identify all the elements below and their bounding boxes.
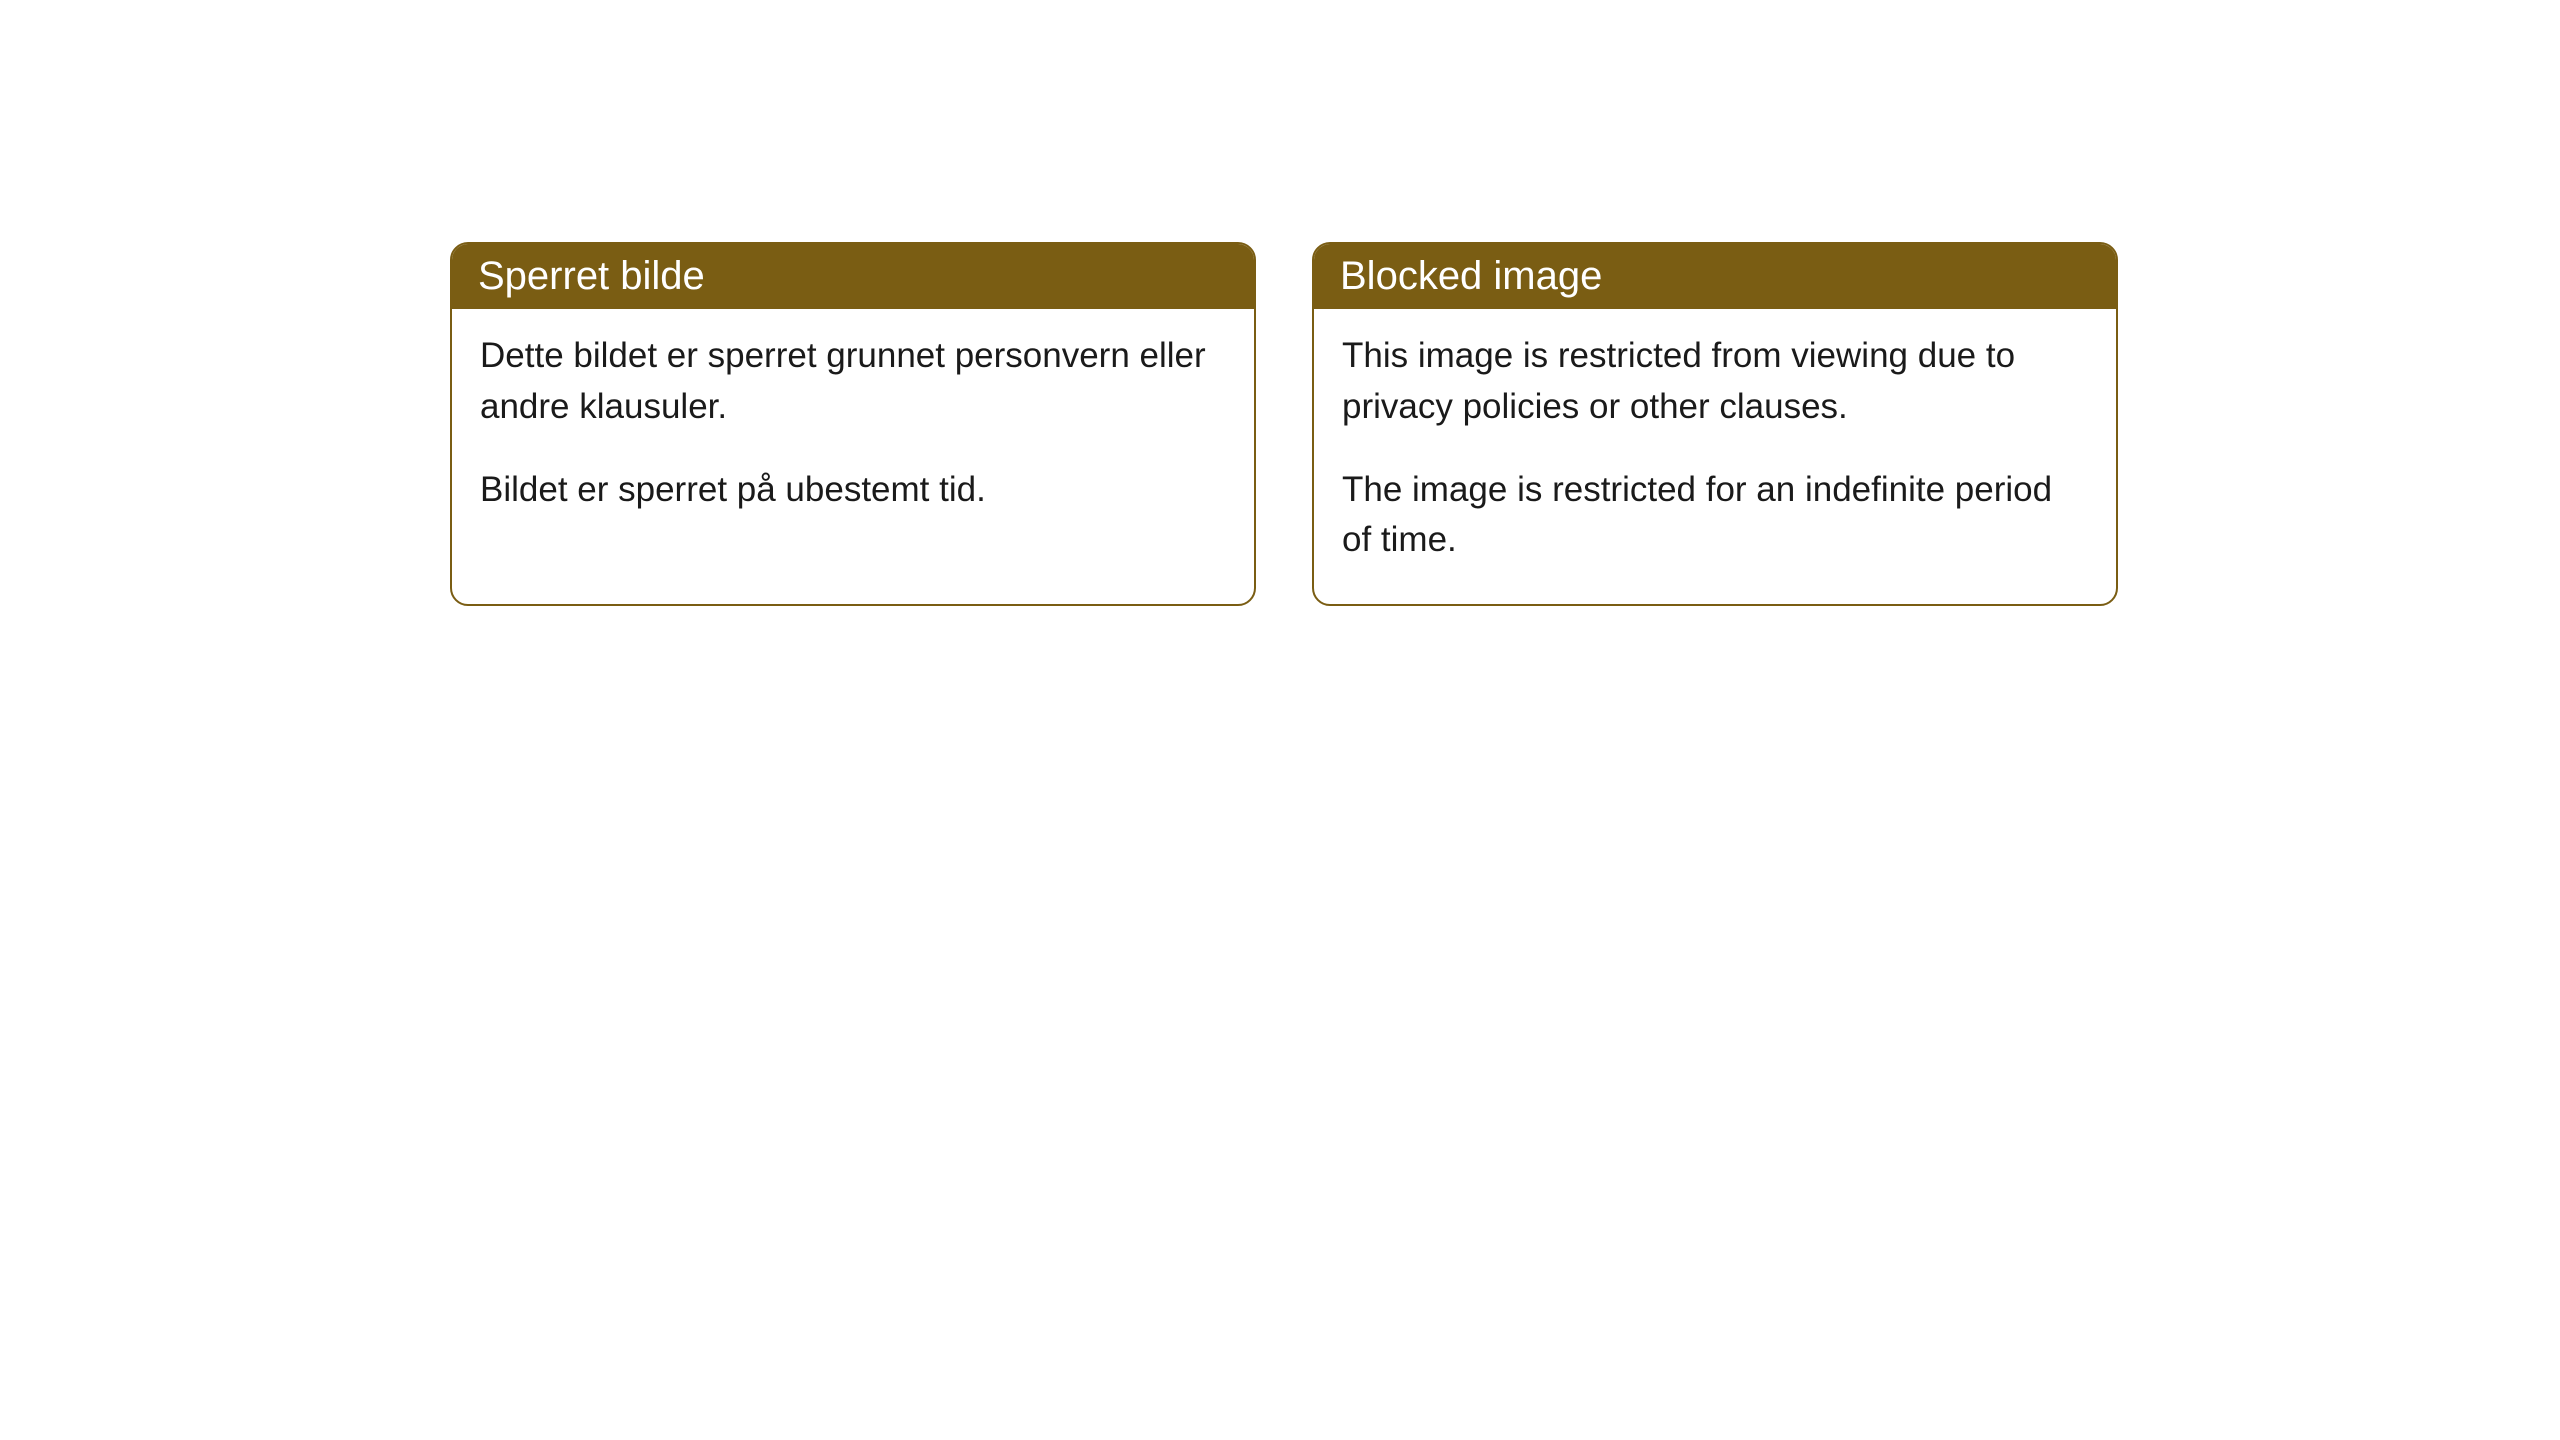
card-body: Dette bildet er sperret grunnet personve… — [452, 309, 1254, 553]
notice-card-english: Blocked image This image is restricted f… — [1312, 242, 2118, 606]
card-paragraph: The image is restricted for an indefinit… — [1342, 465, 2088, 567]
card-paragraph: Dette bildet er sperret grunnet personve… — [480, 331, 1226, 433]
card-header: Sperret bilde — [452, 244, 1254, 309]
card-title: Sperret bilde — [478, 254, 705, 298]
card-header: Blocked image — [1314, 244, 2116, 309]
notice-cards-container: Sperret bilde Dette bildet er sperret gr… — [450, 242, 2118, 606]
card-paragraph: Bildet er sperret på ubestemt tid. — [480, 465, 1226, 516]
card-paragraph: This image is restricted from viewing du… — [1342, 331, 2088, 433]
card-body: This image is restricted from viewing du… — [1314, 309, 2116, 604]
card-title: Blocked image — [1340, 254, 1602, 298]
notice-card-norwegian: Sperret bilde Dette bildet er sperret gr… — [450, 242, 1256, 606]
